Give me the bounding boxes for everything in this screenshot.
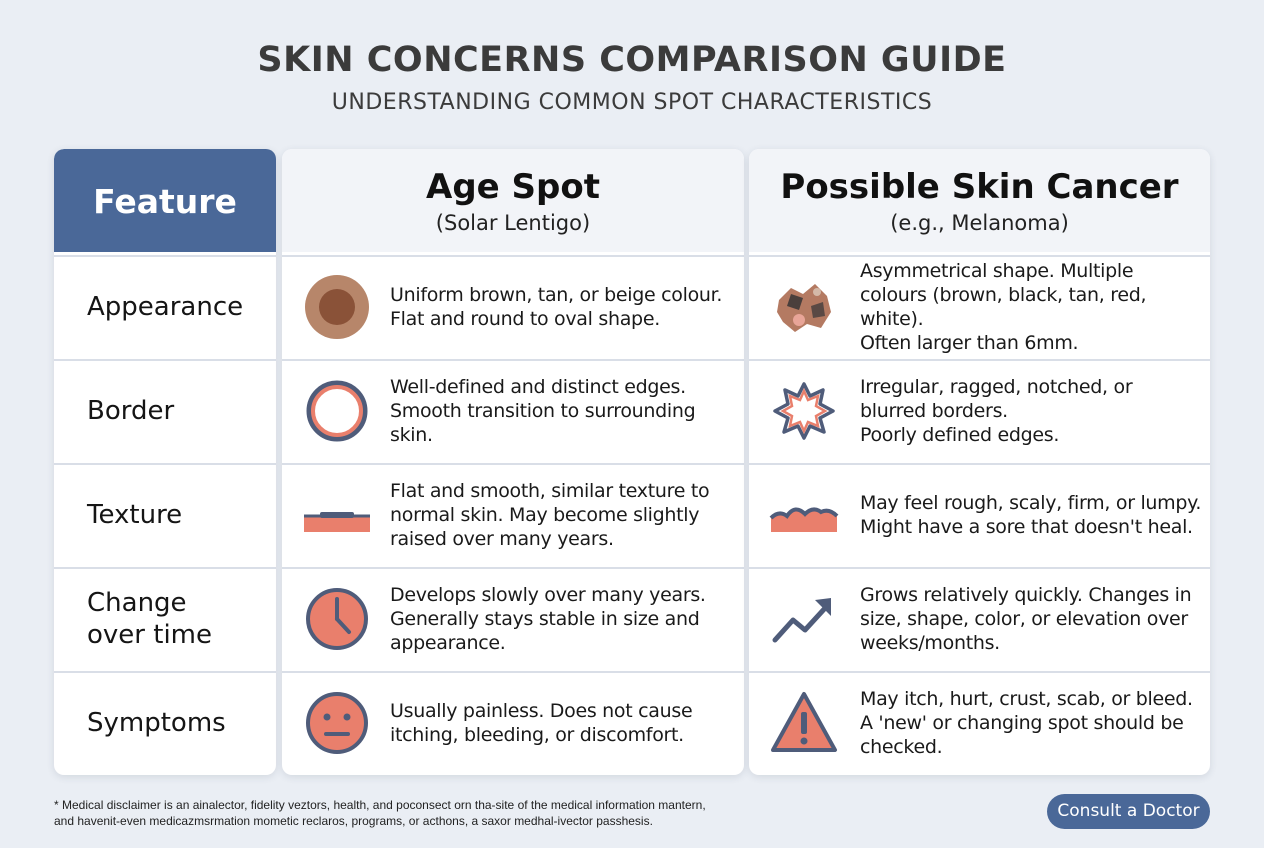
trending-up-arrow-icon bbox=[769, 584, 839, 654]
page-subtitle: UNDERSTANDING COMMON SPOT CHARACTERISTIC… bbox=[331, 90, 933, 115]
lumpy-skin-layer-icon bbox=[769, 480, 839, 550]
skin-cancer-symptoms-text: May itch, hurt, crust, scab, or bleed. A… bbox=[860, 687, 1193, 758]
age-spot-row: Well-defined and distinct edges. Smooth … bbox=[282, 359, 744, 460]
skin-cancer-header: Possible Skin Cancer (e.g., Melanoma) bbox=[749, 149, 1210, 252]
skin-cancer-row: May itch, hurt, crust, scab, or bleed. A… bbox=[749, 671, 1210, 772]
irregular-multicolor-spot-icon bbox=[769, 272, 839, 342]
skin-cancer-row: May feel rough, scaly, firm, or lumpy. M… bbox=[749, 463, 1210, 564]
feature-label-texture: Texture bbox=[87, 499, 183, 530]
feature-row: Border bbox=[54, 359, 276, 460]
clock-icon bbox=[302, 584, 372, 654]
smooth-circle-border-icon bbox=[302, 376, 372, 446]
skin-cancer-subtitle: (e.g., Melanoma) bbox=[890, 211, 1069, 235]
feature-row: Change over time bbox=[54, 567, 276, 668]
brown-round-spot-icon bbox=[302, 272, 372, 342]
skin-cancer-row: Asymmetrical shape. Multiple colours (br… bbox=[749, 255, 1210, 356]
warning-triangle-icon bbox=[769, 688, 839, 758]
feature-label-border: Border bbox=[87, 395, 175, 426]
feature-row: Texture bbox=[54, 463, 276, 564]
skin-cancer-column: Possible Skin Cancer (e.g., Melanoma) As… bbox=[749, 149, 1210, 775]
age-spot-row: Develops slowly over many years. General… bbox=[282, 567, 744, 668]
skin-cancer-row: Grows relatively quickly. Changes in siz… bbox=[749, 567, 1210, 668]
age-spot-row: Usually painless. Does not cause itching… bbox=[282, 671, 744, 772]
feature-row: Appearance bbox=[54, 255, 276, 356]
feature-row: Symptoms bbox=[54, 671, 276, 772]
age-spot-title: Age Spot bbox=[426, 167, 600, 207]
skin-cancer-appearance-text: Asymmetrical shape. Multiple colours (br… bbox=[860, 259, 1147, 354]
skin-cancer-change-text: Grows relatively quickly. Changes in siz… bbox=[860, 583, 1192, 654]
skin-cancer-row: Irregular, ragged, notched, or blurred b… bbox=[749, 359, 1210, 460]
feature-label-change-over-time: Change over time bbox=[87, 587, 212, 650]
jagged-border-icon bbox=[769, 376, 839, 446]
consult-doctor-button[interactable]: Consult a Doctor bbox=[1047, 794, 1210, 829]
age-spot-texture-text: Flat and smooth, similar texture to norm… bbox=[390, 479, 710, 550]
age-spot-subtitle: (Solar Lentigo) bbox=[435, 211, 591, 235]
skin-cancer-texture-text: May feel rough, scaly, firm, or lumpy. M… bbox=[860, 491, 1202, 538]
flat-skin-layer-icon bbox=[302, 480, 372, 550]
feature-label-symptoms: Symptoms bbox=[87, 707, 226, 738]
skin-cancer-border-text: Irregular, ragged, notched, or blurred b… bbox=[860, 375, 1133, 446]
age-spot-row: Uniform brown, tan, or beige colour. Fla… bbox=[282, 255, 744, 356]
feature-header: Feature bbox=[54, 149, 276, 252]
age-spot-column: Age Spot (Solar Lentigo) Uniform brown, … bbox=[282, 149, 744, 775]
age-spot-appearance-text: Uniform brown, tan, or beige colour. Fla… bbox=[390, 283, 723, 330]
feature-header-label: Feature bbox=[93, 182, 237, 221]
page-title: SKIN CONCERNS COMPARISON GUIDE bbox=[257, 40, 1007, 80]
neutral-face-icon bbox=[302, 688, 372, 758]
age-spot-header: Age Spot (Solar Lentigo) bbox=[282, 149, 744, 252]
medical-disclaimer: * Medical disclaimer is an ainalector, f… bbox=[54, 798, 706, 828]
age-spot-change-text: Develops slowly over many years. General… bbox=[390, 583, 706, 654]
age-spot-symptoms-text: Usually painless. Does not cause itching… bbox=[390, 699, 693, 746]
feature-column: Feature Appearance Border Texture Change… bbox=[54, 149, 276, 775]
age-spot-border-text: Well-defined and distinct edges. Smooth … bbox=[390, 375, 696, 446]
skin-cancer-title: Possible Skin Cancer bbox=[780, 167, 1179, 207]
age-spot-row: Flat and smooth, similar texture to norm… bbox=[282, 463, 744, 564]
feature-label-appearance: Appearance bbox=[87, 291, 244, 322]
